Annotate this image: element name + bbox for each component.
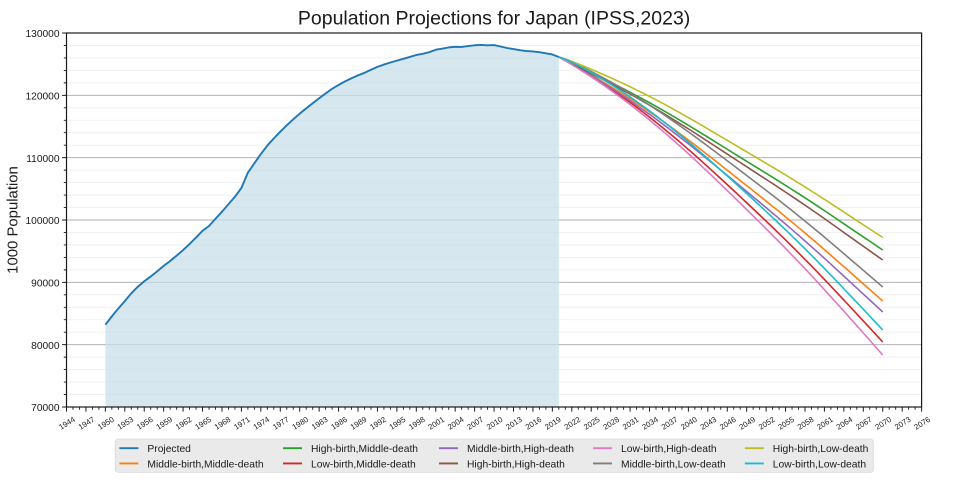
svg-text:90000: 90000 [31, 279, 60, 290]
svg-text:Low-birth,Middle-death: Low-birth,Middle-death [311, 459, 416, 470]
svg-text:High-birth,Low-death: High-birth,Low-death [773, 444, 869, 455]
svg-text:80000: 80000 [31, 341, 60, 352]
svg-text:130000: 130000 [26, 29, 60, 40]
svg-text:110000: 110000 [26, 154, 60, 165]
svg-text:Middle-birth,Middle-death: Middle-birth,Middle-death [147, 459, 263, 470]
svg-text:Middle-birth,Low-death: Middle-birth,Low-death [621, 459, 726, 470]
svg-text:100000: 100000 [26, 216, 60, 227]
svg-text:Middle-birth,High-death: Middle-birth,High-death [467, 444, 574, 455]
svg-text:Low-birth,Low-death: Low-birth,Low-death [773, 459, 867, 470]
svg-text:70000: 70000 [31, 403, 60, 414]
svg-text:Projected: Projected [147, 444, 191, 455]
svg-text:High-birth,Middle-death: High-birth,Middle-death [311, 444, 418, 455]
svg-text:120000: 120000 [26, 92, 60, 103]
svg-text:Low-birth,High-death: Low-birth,High-death [621, 444, 717, 455]
svg-text:High-birth,High-death: High-birth,High-death [467, 459, 565, 470]
svg-text:1000 Population: 1000 Population [6, 166, 22, 274]
svg-text:Population Projections for Jap: Population Projections for Japan (IPSS,2… [298, 7, 690, 29]
